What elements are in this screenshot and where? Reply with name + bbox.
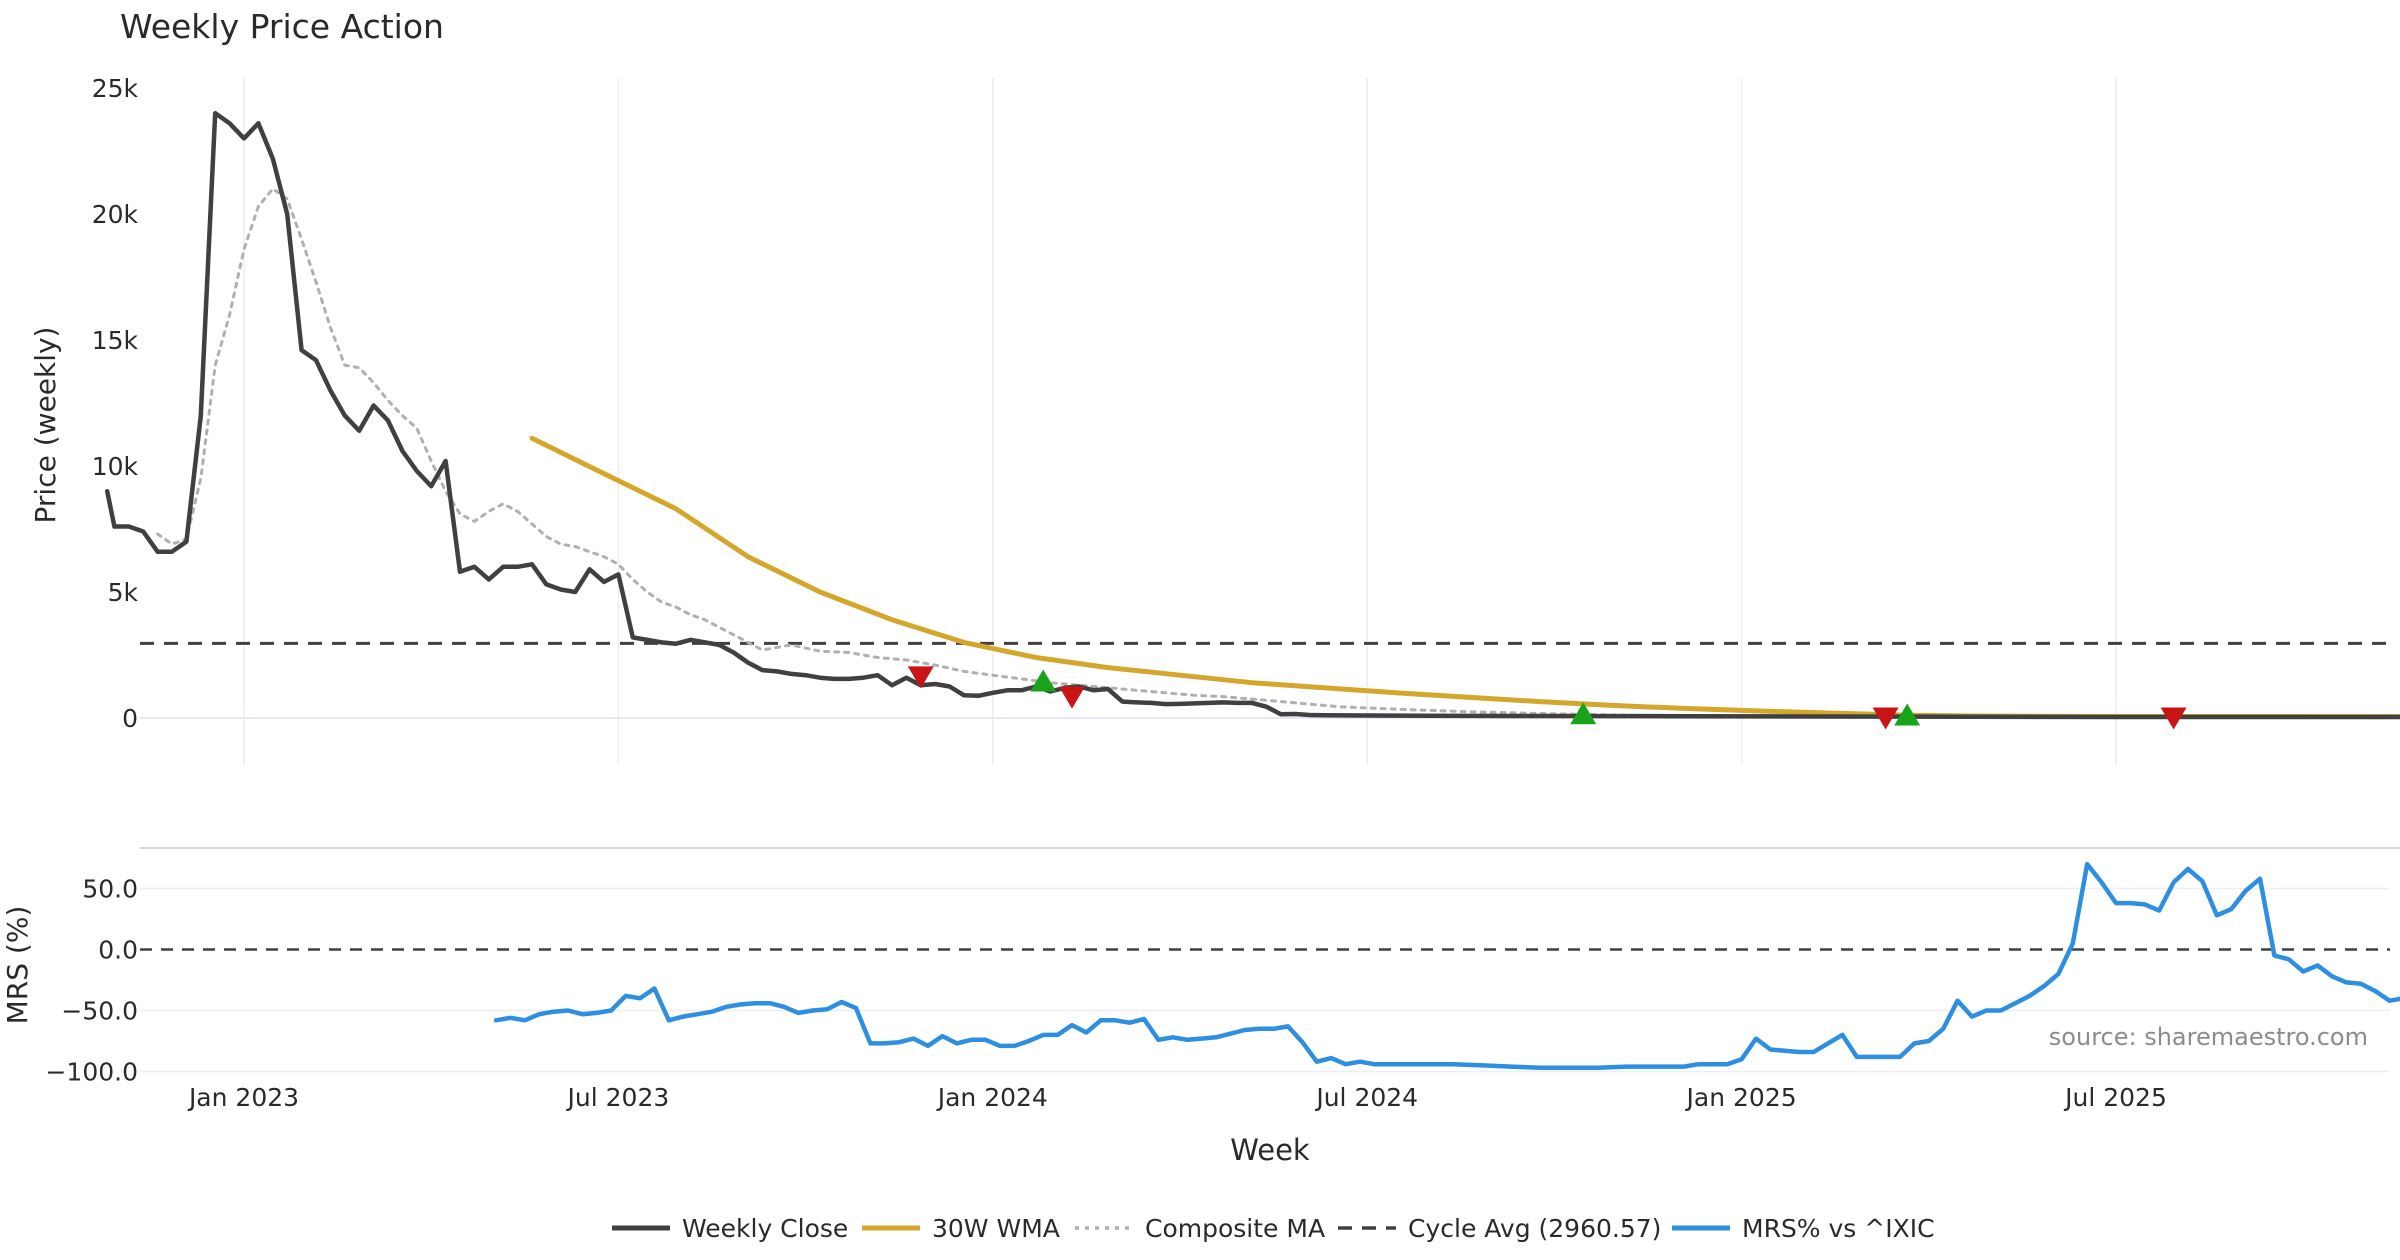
mrs-y-tick-50-0: 50.0	[82, 875, 138, 904]
legend-label-mrs-vs-ixic: MRS% vs ^IXIC	[1742, 1214, 1935, 1243]
signal-markers	[907, 666, 2187, 730]
signal-down-3	[1872, 707, 1899, 730]
x-tick-jan-2024: Jan 2024	[936, 1083, 1048, 1112]
x-tick-jan-2025: Jan 2025	[1685, 1083, 1797, 1112]
signal-up-2	[1570, 702, 1597, 725]
x-tick-jul-2023: Jul 2023	[566, 1083, 670, 1112]
x-tick-jul-2024: Jul 2024	[1314, 1083, 1418, 1112]
series-weekly-close	[104, 110, 2400, 720]
mrs-y-axis-label: MRS (%)	[1, 906, 34, 1025]
source-note: source: sharemaestro.com	[2049, 1023, 2368, 1051]
price-y-tick-0: 0	[122, 704, 138, 733]
chart-title: Weekly Price Action	[120, 7, 444, 46]
series-mrs-vs-ixic	[493, 861, 2400, 1071]
mrs-y-tick-100-0: −100.0	[45, 1058, 138, 1087]
signal-down-2	[1059, 686, 1085, 709]
price-y-axis-label: Price (weekly)	[29, 327, 62, 524]
x-tick-jul-2025: Jul 2025	[2063, 1083, 2167, 1112]
legend: Weekly Close 30W WMA Composite MA Cycle Avg…	[612, 1214, 1935, 1243]
mrs-grid	[140, 887, 2390, 1073]
signal-down-4	[2160, 707, 2187, 730]
price-y-tick-5k: 5k	[108, 578, 139, 607]
axis-ticks: 25k 20k 15k 10k 5k 0 50.0 0.0 −50.0 −100.0 Jan 202…	[45, 74, 2166, 1112]
signal-down-1	[907, 666, 934, 689]
price-y-tick-25k: 25k	[92, 74, 139, 103]
legend-label-30w-wma: 30W WMA	[932, 1214, 1060, 1243]
x-tick-jan-2023: Jan 2023	[187, 1083, 299, 1112]
legend-label-cycle-avg-2960-57: Cycle Avg (2960.57)	[1408, 1214, 1661, 1243]
legend-label-weekly-close: Weekly Close	[682, 1214, 848, 1243]
mrs-y-tick-50-0: −50.0	[61, 997, 138, 1026]
series-composite-ma	[156, 187, 2400, 719]
mrs-y-tick-0-0: 0.0	[98, 936, 138, 965]
legend-label-composite-ma: Composite MA	[1145, 1214, 1325, 1243]
price-y-tick-15k: 15k	[92, 326, 139, 355]
price-series	[104, 110, 2400, 720]
signal-up-1	[1030, 669, 1057, 692]
mrs-series	[493, 861, 2400, 1071]
price-y-tick-10k: 10k	[92, 452, 139, 481]
signal-up-3	[1894, 703, 1921, 726]
price-y-tick-20k: 20k	[92, 200, 139, 229]
x-axis-label: Week	[1230, 1133, 1310, 1167]
